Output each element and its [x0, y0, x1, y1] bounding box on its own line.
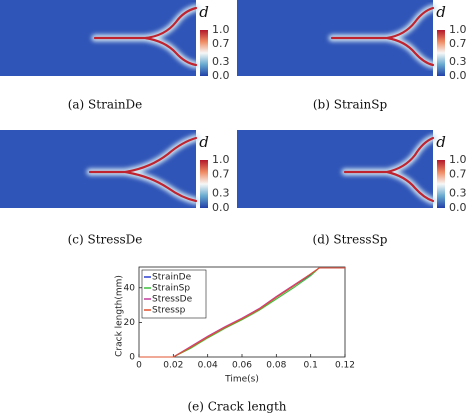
colorbar-label: d [199, 3, 209, 21]
x-tick-label: 0.04 [198, 361, 218, 371]
field-image [237, 130, 437, 208]
panel-caption: (d) StressSp [313, 233, 388, 247]
y-axis-label: Crack length(mm) [115, 275, 125, 357]
legend-box [141, 269, 207, 319]
colorbar-tick-label: 0.3 [449, 187, 467, 200]
colorbar-tick-label: 0.0 [449, 201, 467, 214]
y-tick-label: 40 [124, 283, 136, 293]
colorbar-tick-label: 0.0 [212, 201, 230, 214]
x-tick-label: 0.08 [266, 361, 286, 371]
series-line [139, 267, 345, 358]
colorbar-tick-label: 1.0 [212, 23, 230, 36]
colorbar-tick-label: 1.0 [212, 153, 230, 166]
colorbar-label: d [436, 133, 446, 151]
colorbar-tick-label: 0.3 [212, 55, 230, 68]
colorbar [437, 30, 445, 76]
panel-caption: (a) StrainDe [68, 98, 143, 112]
colorbar-tick-label: 1.0 [449, 23, 467, 36]
colorbar-tick-label: 0.3 [212, 187, 230, 200]
colorbar-tick-label: 0.7 [212, 167, 230, 180]
colorbar-tick-label: 0.0 [449, 69, 467, 82]
y-tick-label: 20 [124, 318, 136, 328]
x-axis-label: Time(s) [224, 375, 259, 385]
field-image [237, 0, 437, 76]
colorbar-tick-label: 1.0 [449, 153, 467, 166]
legend-label: Stressp [152, 306, 186, 316]
panel-caption: (c) StressDe [68, 233, 143, 247]
colorbar-tick-label: 0.7 [449, 37, 467, 50]
x-tick-label: 0 [136, 361, 142, 371]
x-tick-label: 0.06 [232, 361, 252, 371]
legend-label: StressDe [152, 295, 193, 305]
colorbar [437, 160, 445, 208]
colorbar-label: d [199, 133, 209, 151]
chart-caption: (e) Crack length [187, 400, 286, 414]
colorbar [200, 30, 208, 76]
panel-caption: (b) StrainSp [313, 98, 388, 112]
colorbar-label: d [436, 3, 446, 21]
legend-label: StrainSp [152, 284, 190, 294]
colorbar-tick-label: 0.0 [212, 69, 230, 82]
x-tick-label: 0.12 [335, 361, 355, 371]
colorbar [200, 160, 208, 208]
field-image [0, 130, 200, 208]
x-tick-label: 0.02 [163, 361, 183, 371]
y-tick-label: 0 [129, 353, 135, 363]
colorbar-tick-label: 0.3 [449, 55, 467, 68]
colorbar-tick-label: 0.7 [212, 37, 230, 50]
legend-label: StrainDe [152, 273, 192, 283]
series-line [139, 267, 345, 358]
colorbar-tick-label: 0.7 [449, 167, 467, 180]
x-tick-label: 0.1 [304, 361, 318, 371]
field-image [0, 0, 200, 76]
